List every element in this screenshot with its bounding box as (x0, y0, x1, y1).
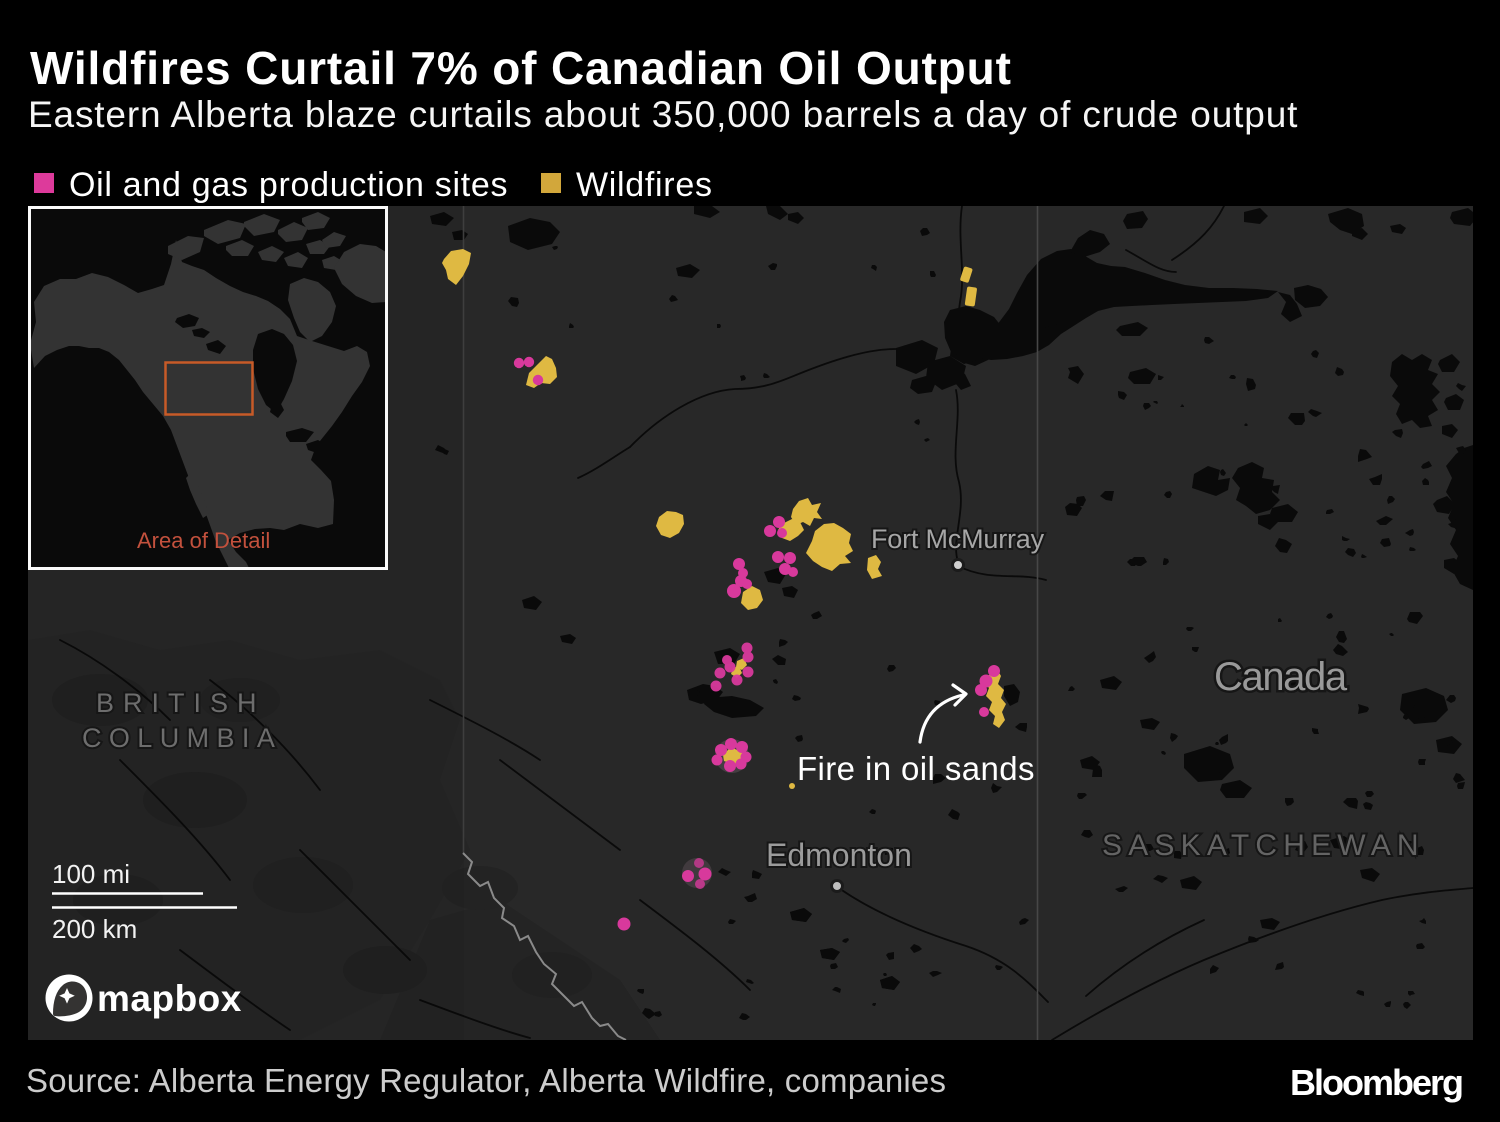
svg-text:Fort McMurray: Fort McMurray (871, 524, 1045, 554)
svg-text:Canada: Canada (1214, 655, 1348, 699)
svg-text:200 km: 200 km (52, 914, 137, 944)
svg-text:SASKATCHEWAN: SASKATCHEWAN (1102, 829, 1425, 862)
svg-text:mapbox: mapbox (97, 978, 242, 1019)
svg-text:Fire in oil sands: Fire in oil sands (797, 750, 1035, 787)
svg-text:Edmonton: Edmonton (766, 837, 912, 873)
svg-text:COLUMBIA: COLUMBIA (82, 723, 282, 753)
svg-text:100 mi: 100 mi (52, 859, 130, 889)
svg-text:BRITISH: BRITISH (96, 688, 266, 718)
svg-text:Area of Detail: Area of Detail (137, 528, 270, 553)
